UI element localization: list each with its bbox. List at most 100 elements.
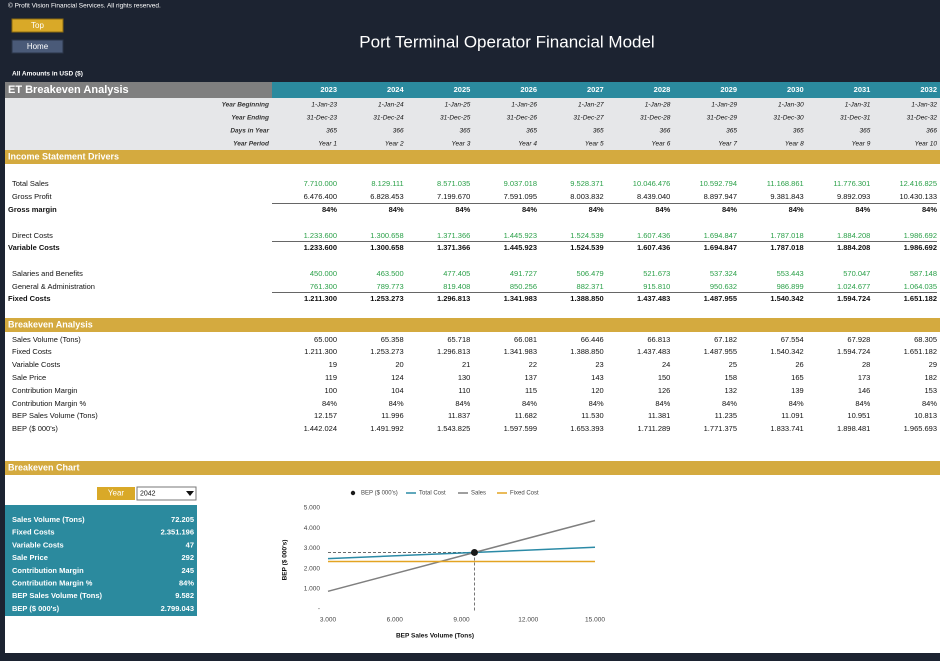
home-button-label[interactable]: Home xyxy=(27,42,49,51)
cell-value: 150 xyxy=(658,373,671,382)
cell-value: 1.371.366 xyxy=(437,231,470,240)
cell-value: 553.443 xyxy=(777,269,804,278)
cell-value: 6.476.400 xyxy=(304,192,337,201)
dropdown-arrow[interactable] xyxy=(186,491,194,496)
info-value: 31-Dec-27 xyxy=(573,115,604,122)
cell-value: 789.773 xyxy=(377,282,404,291)
year-header: 2028 xyxy=(654,85,671,94)
cell-value: 67.182 xyxy=(714,335,737,344)
year-header-row xyxy=(272,82,940,98)
cell-value: 463.500 xyxy=(377,269,404,278)
cell-value: 84% xyxy=(922,205,937,214)
cell-value: 1.833.741 xyxy=(770,424,803,433)
cell-value: 130 xyxy=(458,373,471,382)
top-button[interactable] xyxy=(11,18,64,33)
info-value: 1-Jan-25 xyxy=(445,102,471,109)
summary-label: Contribution Margin xyxy=(12,566,84,575)
year-button[interactable] xyxy=(97,487,135,500)
cell-value: 8.129.111 xyxy=(371,179,403,188)
cell-value: 67.554 xyxy=(781,335,804,344)
cell-value: 139 xyxy=(791,386,804,395)
summary-label: Fixed Costs xyxy=(12,528,55,537)
cell-value: 1.884.208 xyxy=(837,243,870,252)
cell-value: 153 xyxy=(925,386,938,395)
cell-value: 761.300 xyxy=(310,282,337,291)
cell-value: 1.787.018 xyxy=(770,231,803,240)
y-axis-title: BEP ($ 000's) xyxy=(282,540,289,581)
year-header: 2030 xyxy=(787,85,804,94)
cell-value: 1.607.436 xyxy=(637,243,670,252)
cell-value: 1.694.847 xyxy=(704,243,737,252)
cell-value: 84% xyxy=(789,205,804,214)
info-value: 31-Dec-23 xyxy=(307,115,338,122)
cell-value: 8.003.832 xyxy=(570,192,603,201)
row-label: Salaries and Benefits xyxy=(12,269,83,278)
cell-value: 132 xyxy=(725,386,738,395)
cell-value: 1.437.483 xyxy=(637,294,670,303)
cell-value: 1.653.393 xyxy=(570,424,603,433)
cell-value: 20 xyxy=(395,360,403,369)
year-header: 2029 xyxy=(720,85,737,94)
x-tick-label: 12.000 xyxy=(518,617,538,624)
summary-label: Variable Costs xyxy=(12,540,64,549)
cell-value: 182 xyxy=(925,373,938,382)
cell-value: 84% xyxy=(922,399,937,408)
year-dropdown[interactable] xyxy=(136,486,197,501)
y-tick-label: 2.000 xyxy=(304,565,321,572)
top-button-label[interactable]: Top xyxy=(31,21,44,30)
summary-value: 2.799.043 xyxy=(161,604,194,613)
info-rows-bg xyxy=(5,98,940,150)
year-button-label[interactable]: Year xyxy=(108,489,125,498)
cell-value: 66.446 xyxy=(581,335,604,344)
cell-value: 587.148 xyxy=(910,269,937,278)
cell-value: 143 xyxy=(591,373,604,382)
year-header: 2032 xyxy=(920,85,937,94)
home-button[interactable] xyxy=(11,39,64,54)
year-header: 2031 xyxy=(854,85,871,94)
cell-value: 65.718 xyxy=(447,335,470,344)
cell-value: 1.296.813 xyxy=(437,347,470,356)
cell-value: 1.388.850 xyxy=(570,347,603,356)
info-value: Year 2 xyxy=(385,141,404,148)
cell-value: 11.235 xyxy=(715,411,737,420)
cell-value: 11.996 xyxy=(381,411,403,420)
summary-label: BEP ($ 000's) xyxy=(12,604,60,613)
info-value: 365 xyxy=(459,128,470,135)
cell-value: 84% xyxy=(522,205,537,214)
cell-value: 7.591.095 xyxy=(504,192,537,201)
year-dropdown-value[interactable]: 2042 xyxy=(140,490,156,497)
cell-value: 21 xyxy=(462,360,470,369)
cell-value: 1.211.300 xyxy=(304,294,337,303)
info-value: 31-Dec-30 xyxy=(773,115,804,122)
x-tick-label: 6.000 xyxy=(387,617,404,624)
cell-value: 158 xyxy=(725,373,738,382)
row-label: Total Sales xyxy=(12,179,49,188)
cell-value: 1.487.955 xyxy=(704,294,737,303)
info-label: Year Period xyxy=(233,141,270,148)
cell-value: 29 xyxy=(929,360,937,369)
cell-value: 11.168.861 xyxy=(767,179,804,188)
section-title: Breakeven Analysis xyxy=(8,319,93,329)
cell-value: 1.986.692 xyxy=(904,231,937,240)
cell-value: 100 xyxy=(324,386,337,395)
row-label: Variable Costs xyxy=(12,360,60,369)
cell-value: 1.965.693 xyxy=(904,424,937,433)
summary-value: 72.205 xyxy=(171,515,194,524)
cell-value: 25 xyxy=(729,360,737,369)
section-band xyxy=(5,461,940,475)
info-value: Year 8 xyxy=(785,141,804,148)
info-value: Year 4 xyxy=(518,141,537,148)
info-value: 31-Dec-25 xyxy=(440,115,471,122)
cell-value: 126 xyxy=(658,386,671,395)
cell-value: 1.540.342 xyxy=(770,347,803,356)
row-label: Direct Costs xyxy=(12,231,53,240)
info-value: Year 5 xyxy=(585,141,604,148)
cell-value: 26 xyxy=(795,360,803,369)
cell-value: 1.024.677 xyxy=(837,282,870,291)
cell-value: 8.439.040 xyxy=(637,192,670,201)
info-label: Days in Year xyxy=(230,128,269,135)
cell-value: 1.694.847 xyxy=(704,231,737,240)
table-title: ET Breakeven Analysis xyxy=(8,84,129,96)
section-band xyxy=(5,318,940,332)
